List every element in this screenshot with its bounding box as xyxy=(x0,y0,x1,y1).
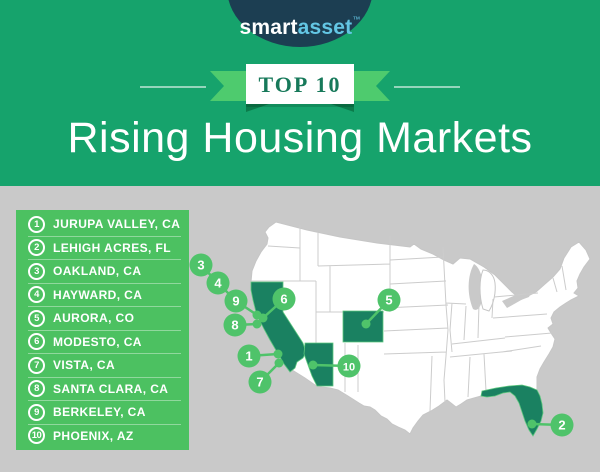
map-marker-10 xyxy=(337,354,361,378)
city-dot-10 xyxy=(308,360,318,370)
map-marker-number-6: 6 xyxy=(280,292,287,307)
city-dot-1 xyxy=(273,349,283,359)
city-dot-2 xyxy=(527,419,537,429)
map-marker-6 xyxy=(272,287,296,311)
logo-word-smart: smart xyxy=(239,16,298,39)
map-marker-2 xyxy=(550,413,574,437)
city-label: OAKLAND, CA xyxy=(53,264,142,279)
markers-layer: 1 2 34 5 6 7 8 9 10 xyxy=(189,253,574,437)
smartasset-logo-text: smartasset™ xyxy=(227,15,373,40)
top10-ribbon: TOP 10 xyxy=(140,64,460,112)
map-marker-8 xyxy=(223,313,247,337)
map-marker-number-9: 9 xyxy=(232,294,239,309)
header: TOP 10 smartasset™ Rising Housing Market… xyxy=(0,0,600,186)
rank-badge: 4 xyxy=(28,286,45,304)
map-marker-number-1: 1 xyxy=(245,349,252,364)
map-marker-9 xyxy=(224,289,248,313)
michigan-mitt xyxy=(479,269,496,312)
city-dot-9 xyxy=(252,310,262,320)
ribbon-left-fold xyxy=(246,104,269,112)
map-marker-number-8: 8 xyxy=(231,318,238,333)
rank-badge: 9 xyxy=(28,403,45,421)
map-marker-number-7: 7 xyxy=(256,375,263,390)
rank-badge: 3 xyxy=(28,262,45,280)
city-dot-7 xyxy=(274,358,284,368)
map-marker-number-10: 10 xyxy=(343,362,355,374)
map-marker-number-5: 5 xyxy=(385,293,392,308)
ribbon-right-wing xyxy=(354,71,390,101)
ribbon-plate xyxy=(246,64,354,104)
ribbon-left-wing xyxy=(210,71,246,101)
list-item: 1 JURUPA VALLEY, CA xyxy=(28,213,181,236)
list-item: 3 OAKLAND, CA xyxy=(28,259,181,283)
rank-badge: 6 xyxy=(28,333,45,351)
city-label: JURUPA VALLEY, CA xyxy=(53,217,181,232)
rank-badge: 5 xyxy=(28,309,45,327)
lake-ontario xyxy=(520,291,532,300)
map-marker-number-3: 3 xyxy=(197,258,204,273)
city-label: HAYWARD, CA xyxy=(53,287,143,302)
rank-badge: 10 xyxy=(28,427,45,445)
list-item: 5 AURORA, CO xyxy=(28,306,181,330)
ribbon-right-fold xyxy=(331,104,354,112)
rank-badge: 7 xyxy=(28,356,45,374)
list-item: 7 VISTA, CA xyxy=(28,353,181,377)
city-label: SANTA CLARA, CA xyxy=(53,381,169,396)
city-label: PHOENIX, AZ xyxy=(53,428,134,443)
page-title: Rising Housing Markets xyxy=(67,114,533,162)
state-california-highlight xyxy=(250,281,307,373)
list-item: 10 PHOENIX, AZ xyxy=(28,423,181,448)
ranking-panel: 1 JURUPA VALLEY, CA 2 LEHIGH ACRES, FL 3 OAKL… xyxy=(16,210,189,450)
map-marker-4 xyxy=(206,271,230,295)
ribbon-label: TOP 10 xyxy=(258,72,341,97)
lake-michigan xyxy=(468,264,483,310)
city-dot-5 xyxy=(361,319,371,329)
city-label: BERKELEY, CA xyxy=(53,405,146,420)
ribbon-right-line xyxy=(394,86,460,88)
city-label: AURORA, CO xyxy=(53,311,135,326)
list-item: 8 SANTA CLARA, CA xyxy=(28,376,181,401)
map-marker-5 xyxy=(377,288,401,312)
map-marker-1 xyxy=(237,344,261,368)
trademark-symbol: ™ xyxy=(352,15,361,24)
rank-badge: 2 xyxy=(28,239,45,257)
list-item: 4 HAYWARD, CA xyxy=(28,282,181,307)
smartasset-logo: smartasset™ xyxy=(227,0,373,47)
state-florida-highlight xyxy=(480,384,544,437)
city-label: LEHIGH ACRES, FL xyxy=(53,240,171,255)
ribbon-left-line xyxy=(140,86,206,88)
city-label: MODESTO, CA xyxy=(53,334,142,349)
city-dot-8 xyxy=(252,319,262,329)
map-marker-7 xyxy=(248,370,272,394)
map-marker-3 xyxy=(189,253,213,277)
map-marker-number-2: 2 xyxy=(558,418,565,433)
rank-badge: 1 xyxy=(28,215,45,233)
rank-badge: 8 xyxy=(28,380,45,398)
lake-erie xyxy=(502,294,523,308)
list-item: 9 BERKELEY, CA xyxy=(28,400,181,424)
city-label: VISTA, CA xyxy=(53,358,116,373)
map-marker-number-4: 4 xyxy=(214,276,222,291)
logo-word-asset: asset xyxy=(297,16,353,39)
list-item: 6 MODESTO, CA xyxy=(28,329,181,354)
list-item: 2 LEHIGH ACRES, FL xyxy=(28,235,181,260)
